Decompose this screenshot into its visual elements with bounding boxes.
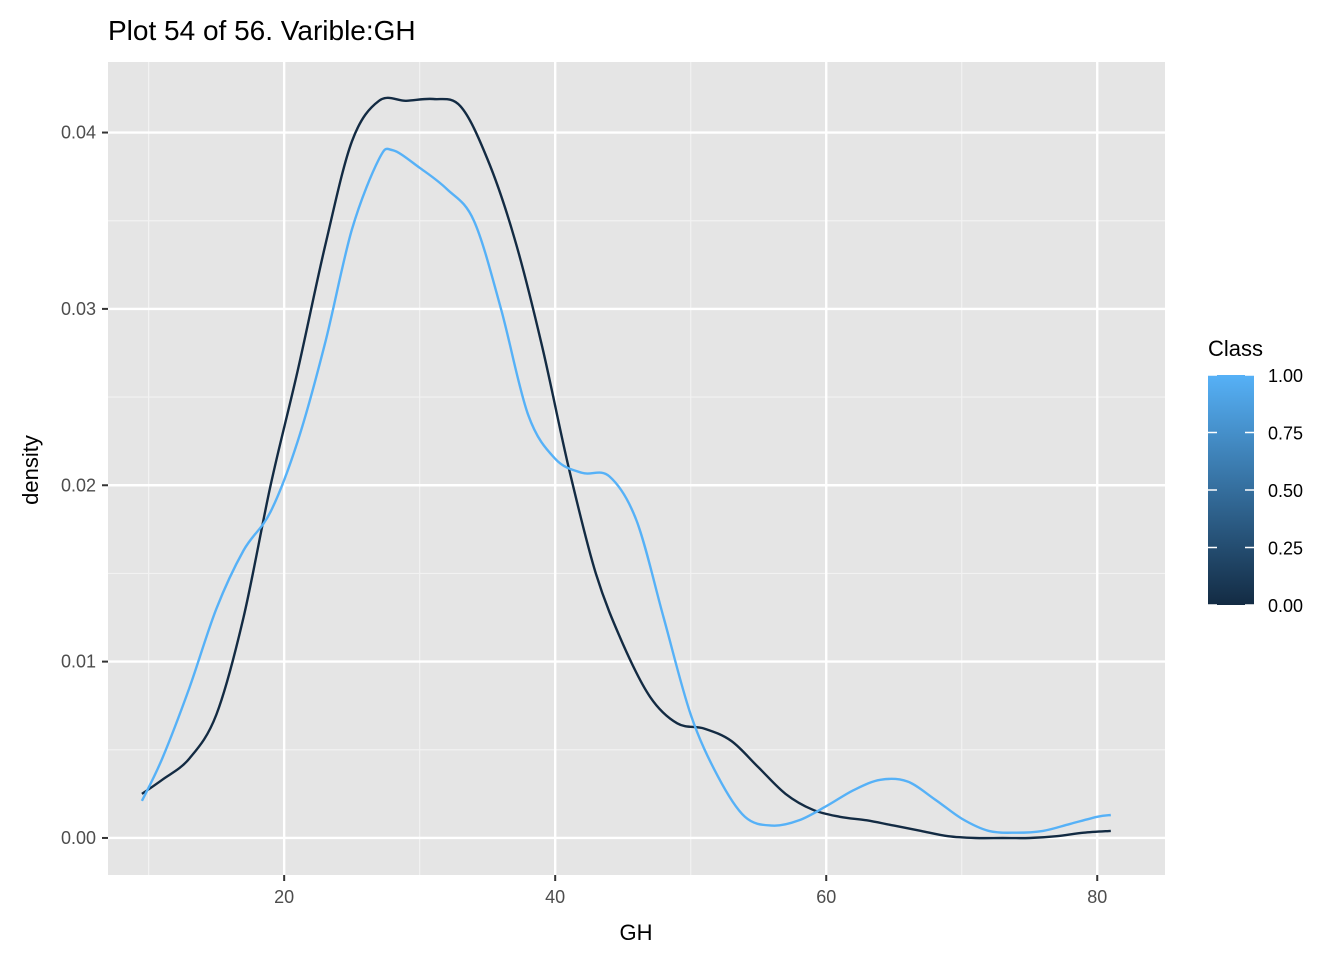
density-line-class-1 xyxy=(140,147,1111,834)
y-tick-label: 0.00 xyxy=(61,828,96,848)
legend-title: Class xyxy=(1208,336,1263,361)
colorbar-label: 0.00 xyxy=(1268,596,1303,616)
colorbar-label: 0.50 xyxy=(1268,481,1303,501)
series-layer xyxy=(140,96,1111,840)
x-tick-label: 60 xyxy=(816,887,836,907)
x-axis-title: GH xyxy=(620,920,653,945)
chart-title: Plot 54 of 56. Varible:GH xyxy=(108,15,416,46)
x-tick-label: 80 xyxy=(1087,887,1107,907)
y-axis-title: density xyxy=(18,435,43,505)
legend: Class 1.00 0.75 0.50 0.25 0.00 xyxy=(1208,336,1303,616)
density-line-class-0 xyxy=(141,96,1111,840)
y-tick-label: 0.03 xyxy=(61,299,96,319)
colorbar-label: 0.25 xyxy=(1268,539,1303,559)
colorbar-ticks: 1.00 0.75 0.50 0.25 0.00 xyxy=(1208,366,1303,616)
y-tick-label: 0.01 xyxy=(61,652,96,672)
colorbar-label: 1.00 xyxy=(1268,366,1303,386)
x-tick-label: 40 xyxy=(545,887,565,907)
colorbar-label: 0.75 xyxy=(1268,424,1303,444)
plot-panel xyxy=(108,62,1165,875)
y-axis: 0.00 0.01 0.02 0.03 0.04 xyxy=(61,123,108,848)
x-tick-label: 20 xyxy=(274,887,294,907)
y-tick-label: 0.02 xyxy=(61,475,96,495)
y-tick-label: 0.04 xyxy=(61,123,96,143)
x-axis: 20 40 60 80 xyxy=(274,875,1107,907)
